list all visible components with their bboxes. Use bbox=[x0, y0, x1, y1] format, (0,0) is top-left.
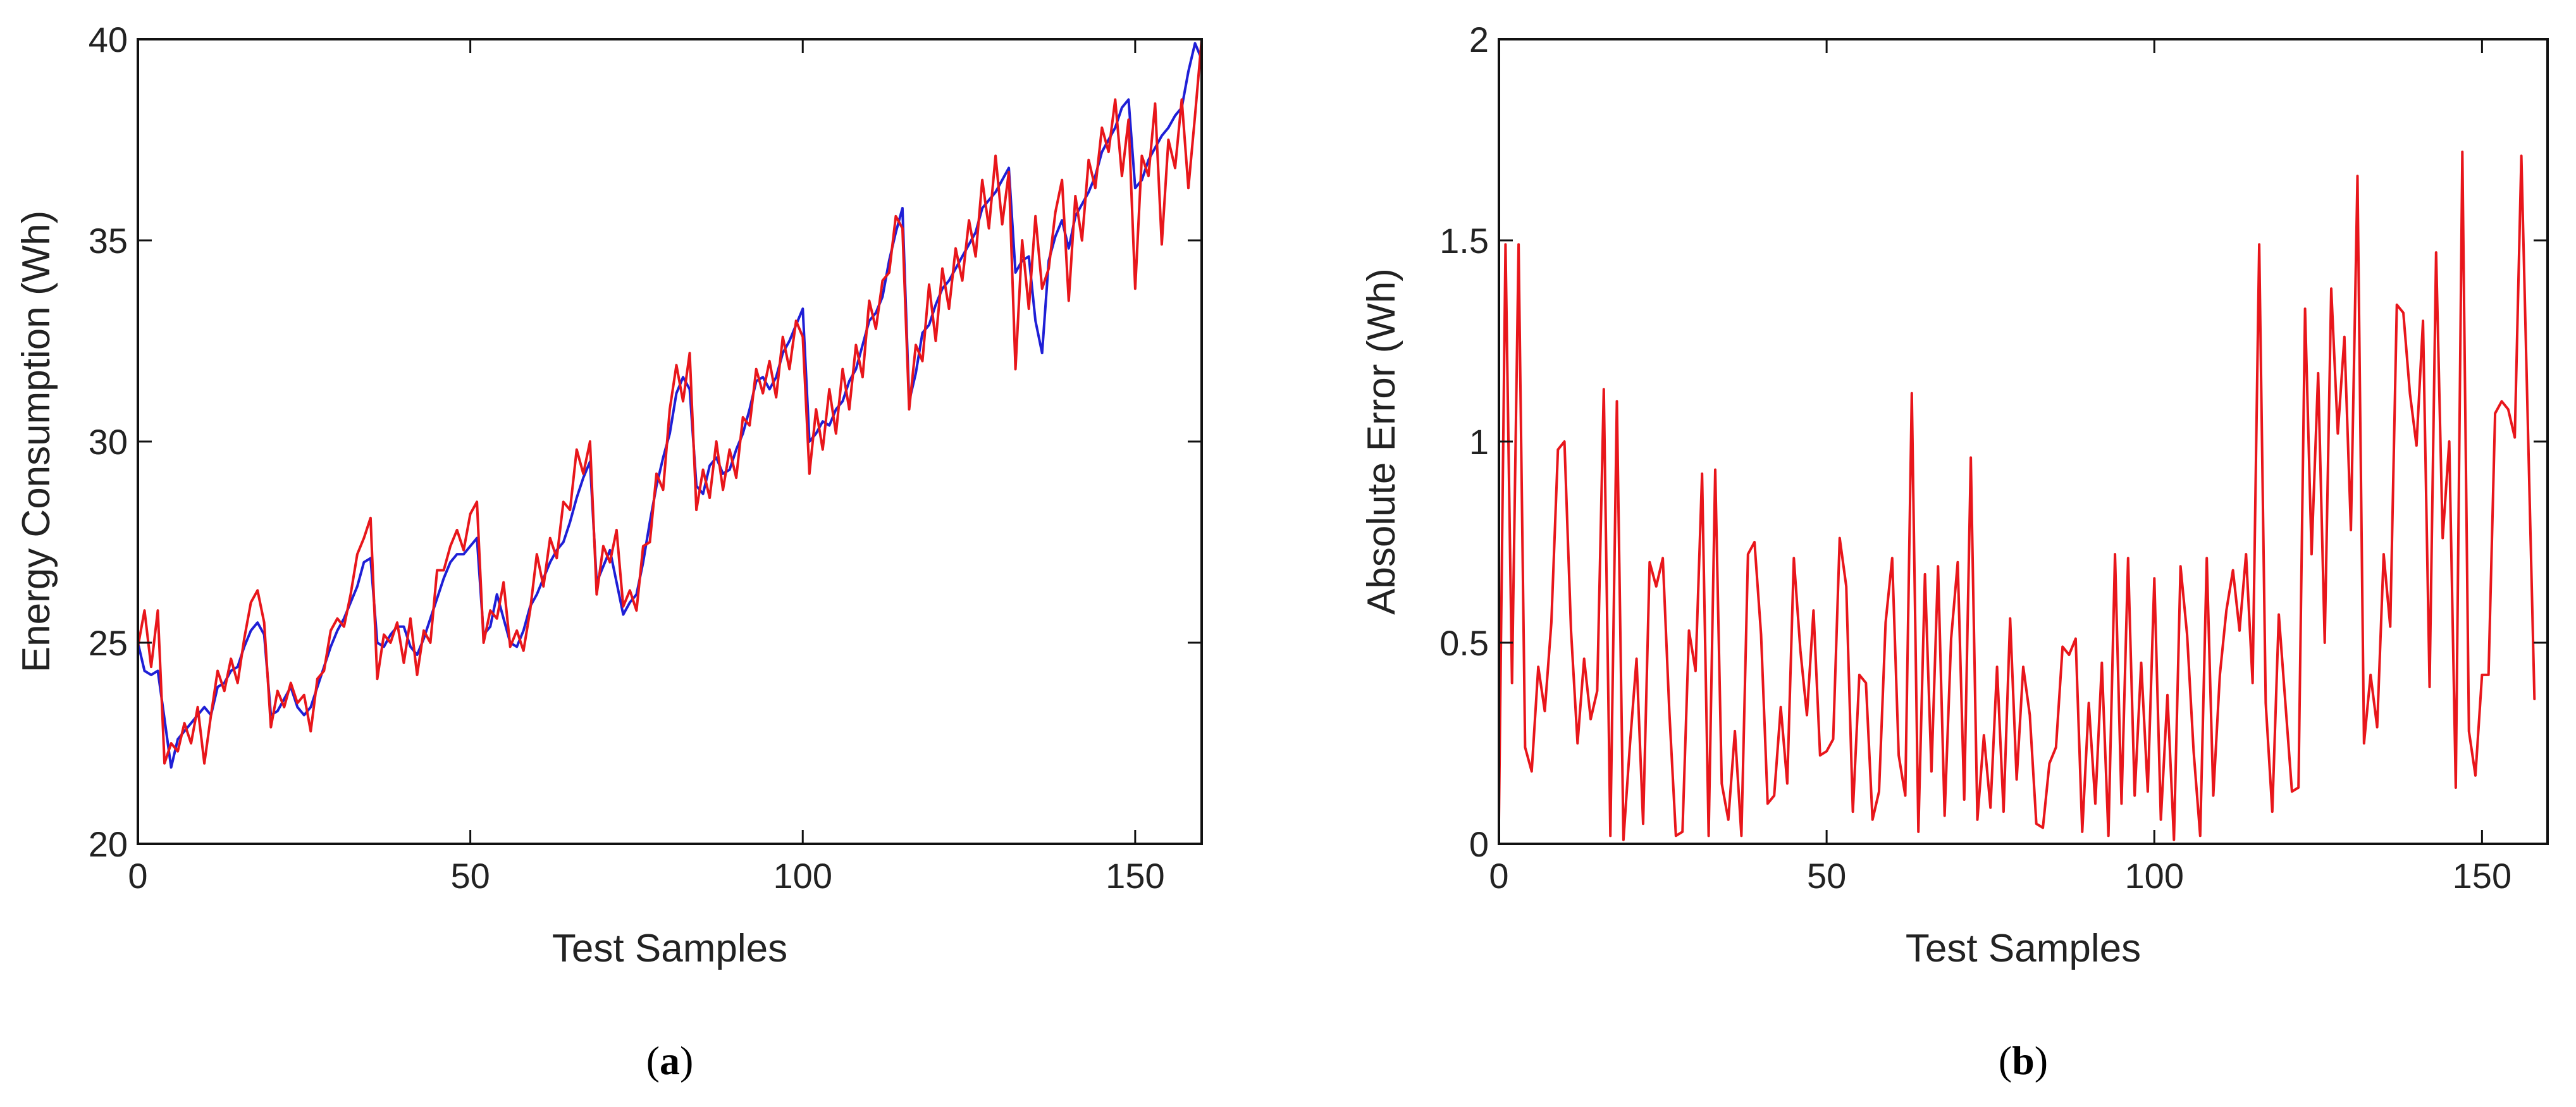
chart-a-x-axis-label: Test Samples bbox=[552, 927, 787, 970]
chart-a-y-axis-label: Energy Consumption (Wh) bbox=[15, 211, 58, 673]
chart-b-y-tick-label: 1.5 bbox=[1439, 221, 1489, 261]
chart-b-y-tick-label: 0.5 bbox=[1439, 623, 1489, 663]
chart-b-series bbox=[1498, 151, 2536, 841]
chart-b-panel-label-open: ( bbox=[1999, 1038, 2012, 1083]
chart-a-energy-consumption: 0 50 100 150 20 25 30 35 40 Test Samples Energy … bbox=[15, 20, 1203, 1083]
chart-b-absolute-error: 0 50 100 150 0 0.5 1 1.5 2 Test Samples Absolute… bbox=[1360, 20, 2549, 1083]
chart-b-y-tick-label: 2 bbox=[1469, 20, 1489, 59]
chart-a-y-tick-label: 30 bbox=[89, 422, 128, 462]
chart-b-x-tick-label: 100 bbox=[2125, 856, 2184, 896]
chart-a-x-tick-label: 150 bbox=[1106, 856, 1164, 896]
chart-b-panel-label-letter: b bbox=[2012, 1038, 2035, 1083]
chart-a-series-predicted-line bbox=[137, 38, 1203, 765]
chart-a-panel-label: (a) bbox=[646, 1038, 694, 1083]
chart-b-panel-label: (b) bbox=[1999, 1038, 2048, 1083]
chart-a-y-tick-label: 25 bbox=[89, 623, 128, 663]
chart-b-ticks: 0 50 100 150 0 0.5 1 1.5 2 bbox=[1439, 20, 2548, 896]
chart-a-x-tick-label: 100 bbox=[773, 856, 832, 896]
chart-a-panel-label-close: ) bbox=[680, 1038, 693, 1083]
chart-a-y-tick-label: 20 bbox=[89, 824, 128, 864]
chart-b-series-absolute-error-line bbox=[1498, 151, 2536, 841]
chart-a-x-tick-label: 50 bbox=[450, 856, 490, 896]
chart-b-x-axis-label: Test Samples bbox=[1906, 927, 2141, 970]
chart-b-y-tick-label: 1 bbox=[1469, 422, 1489, 462]
chart-a-panel-label-open: ( bbox=[646, 1038, 660, 1083]
chart-b-x-tick-label: 150 bbox=[2453, 856, 2511, 896]
chart-b-x-tick-label: 50 bbox=[1807, 856, 1846, 896]
chart-a-panel-label-letter: a bbox=[660, 1038, 680, 1083]
chart-b-panel-label-close: ) bbox=[2035, 1038, 2048, 1083]
chart-a-series bbox=[137, 38, 1203, 769]
chart-a-y-tick-label: 40 bbox=[89, 20, 128, 59]
chart-b-y-axis-label: Absolute Error (Wh) bbox=[1360, 268, 1403, 615]
chart-a-x-tick-label: 0 bbox=[128, 856, 147, 896]
chart-b-x-tick-label: 0 bbox=[1489, 856, 1508, 896]
chart-a-y-tick-label: 35 bbox=[89, 221, 128, 261]
chart-b-y-tick-label: 0 bbox=[1469, 824, 1489, 864]
chart-a-ticks: 0 50 100 150 20 25 30 35 40 bbox=[89, 20, 1202, 896]
